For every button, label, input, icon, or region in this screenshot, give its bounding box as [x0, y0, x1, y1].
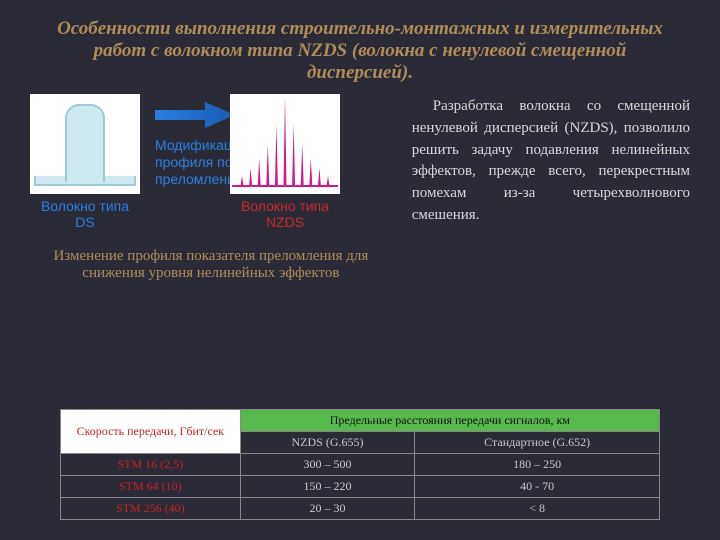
- row-value: < 8: [415, 498, 660, 520]
- row-value: 180 – 250: [415, 454, 660, 476]
- nzds-chart: [230, 94, 340, 194]
- ds-fiber-box: Волокно типа DS: [30, 94, 140, 230]
- col-header-speed: Скорость передачи, Гбит/сек: [61, 410, 241, 454]
- nzds-label: Волокно типа NZDS: [230, 198, 340, 230]
- col-header-distance: Предельные расстояния передачи сигналов,…: [240, 410, 659, 432]
- ds-chart: [30, 94, 140, 194]
- row-value: 300 – 500: [240, 454, 415, 476]
- right-paragraph: Разработка волокна со смещенной ненулево…: [412, 94, 690, 282]
- table-row: STM 16 (2,5)300 – 500180 – 250: [61, 454, 660, 476]
- row-value: 150 – 220: [240, 476, 415, 498]
- table-row: STM 64 (10)150 – 22040 - 70: [61, 476, 660, 498]
- row-value: 40 - 70: [415, 476, 660, 498]
- subheader-std: Стандартное (G.652): [415, 432, 660, 454]
- distance-table: Скорость передачи, Гбит/сек Предельные р…: [60, 409, 660, 520]
- diagram-row: Волокно типа DS Модификация профиля пока…: [30, 94, 392, 230]
- diagram-caption: Изменение профиля показателя преломления…: [30, 248, 392, 282]
- row-value: 20 – 30: [240, 498, 415, 520]
- arrow-icon: [155, 100, 235, 130]
- left-column: Волокно типа DS Модификация профиля пока…: [30, 94, 392, 282]
- slide-title: Особенности выполнения строительно-монта…: [0, 0, 720, 94]
- distance-table-wrap: Скорость передачи, Гбит/сек Предельные р…: [60, 409, 660, 520]
- row-label: STM 256 (40): [61, 498, 241, 520]
- ds-label: Волокно типа DS: [30, 198, 140, 230]
- row-label: STM 16 (2,5): [61, 454, 241, 476]
- subheader-nzds: NZDS (G.655): [240, 432, 415, 454]
- content-row: Волокно типа DS Модификация профиля пока…: [0, 94, 720, 282]
- table-row: STM 256 (40)20 – 30< 8: [61, 498, 660, 520]
- nzds-fiber-box: Волокно типа NZDS: [230, 94, 340, 230]
- row-label: STM 64 (10): [61, 476, 241, 498]
